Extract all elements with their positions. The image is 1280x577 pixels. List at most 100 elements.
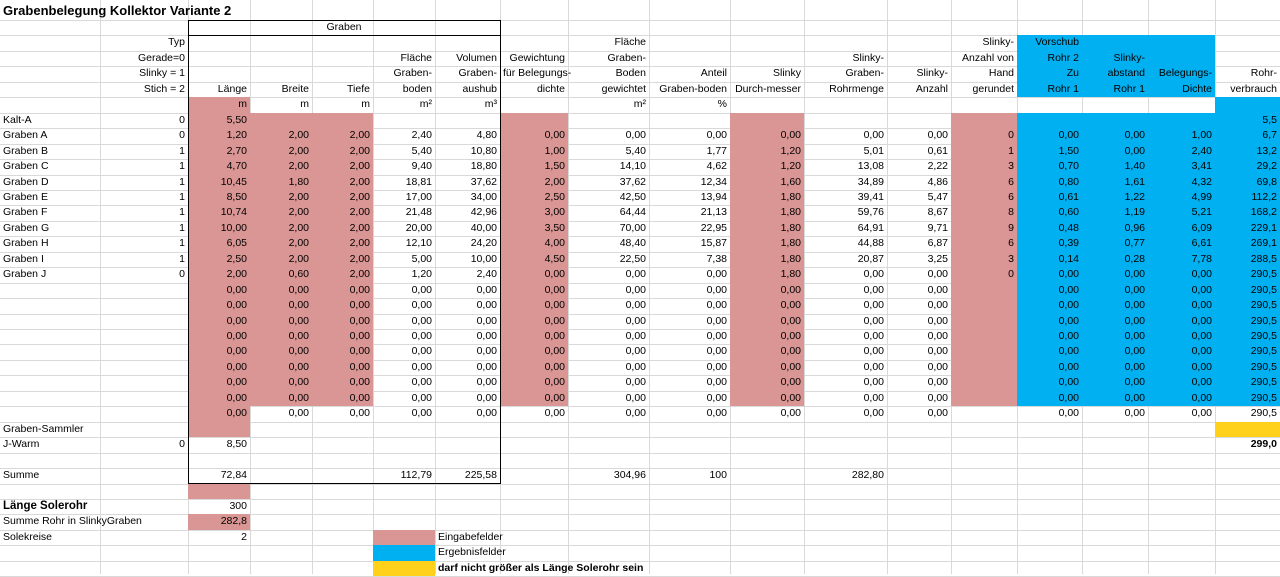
cell-laenge[interactable]: 4,70 <box>226 160 247 173</box>
cell-slinky-hand[interactable]: 3 <box>1008 160 1014 173</box>
cell-laenge[interactable]: 10,00 <box>220 221 247 234</box>
cell-breite[interactable]: 2,00 <box>288 252 309 265</box>
cell-slinky-hand[interactable] <box>951 329 1017 344</box>
cell-typ[interactable]: 1 <box>179 221 185 234</box>
cell-slinky-d[interactable]: 1,80 <box>780 268 801 281</box>
cell-slinky-d[interactable]: 0,00 <box>780 360 801 373</box>
cell-tiefe[interactable]: 0,00 <box>349 299 370 312</box>
row-label[interactable]: Graben H <box>3 237 49 250</box>
row-label[interactable] <box>0 391 100 406</box>
cell-gewichtung[interactable]: 0,00 <box>544 391 565 404</box>
cell-gewichtung[interactable]: 0,00 <box>544 314 565 327</box>
cell-breite[interactable]: 2,00 <box>288 144 309 157</box>
cell-gewichtung[interactable]: 0,00 <box>544 299 565 312</box>
cell-gewichtung[interactable]: 4,50 <box>544 252 565 265</box>
row-label[interactable] <box>0 360 100 375</box>
cell-gewichtung[interactable]: 3,00 <box>544 206 565 219</box>
cell-tiefe[interactable]: 2,00 <box>349 206 370 219</box>
row-label[interactable] <box>0 329 100 344</box>
row-label[interactable] <box>0 406 100 421</box>
cell-breite[interactable]: 0,00 <box>288 314 309 327</box>
row-label[interactable]: Graben D <box>3 175 49 188</box>
cell-kalt-typ[interactable]: 0 <box>179 113 185 126</box>
cell-laenge[interactable]: 0,00 <box>226 391 247 404</box>
cell-breite[interactable]: 0,00 <box>288 360 309 373</box>
cell-slinky-hand[interactable]: 0 <box>1008 268 1014 281</box>
cell-typ[interactable]: 1 <box>179 237 185 250</box>
row-label[interactable]: Graben G <box>3 221 50 234</box>
cell-breite[interactable]: 2,00 <box>288 221 309 234</box>
cell-tiefe[interactable]: 0,00 <box>349 330 370 342</box>
row-label[interactable]: Graben F <box>3 206 48 219</box>
cell-breite[interactable]: 0,60 <box>288 268 309 281</box>
cell-slinky-hand[interactable]: 3 <box>1008 252 1014 265</box>
cell-laenge[interactable]: 0,00 <box>226 345 247 358</box>
cell-typ[interactable]: 1 <box>179 175 185 188</box>
cell-typ[interactable]: 1 <box>179 144 185 157</box>
cell-tiefe[interactable]: 2,00 <box>349 175 370 188</box>
row-label[interactable] <box>0 298 100 313</box>
cell-typ[interactable]: 1 <box>179 206 185 219</box>
cell-tiefe[interactable]: 0,00 <box>349 345 370 358</box>
cell-laenge[interactable]: 0,00 <box>226 376 247 389</box>
cell-slinky-hand[interactable] <box>951 360 1017 375</box>
cell-gewichtung[interactable]: 0,00 <box>544 407 565 420</box>
cell-gewichtung[interactable]: 0,00 <box>544 268 565 281</box>
cell-kalt-laenge[interactable]: 5,50 <box>226 113 247 126</box>
row-label[interactable]: Graben A <box>3 129 48 142</box>
cell-slinky-hand[interactable]: 6 <box>1008 237 1014 250</box>
cell-warm-typ[interactable]: 0 <box>179 438 185 451</box>
cell-typ[interactable] <box>100 375 188 390</box>
cell-typ[interactable] <box>100 283 188 298</box>
cell-breite[interactable]: 0,00 <box>288 376 309 389</box>
cell-laenge[interactable]: 0,00 <box>226 283 247 296</box>
cell-gewichtung[interactable]: 0,00 <box>544 345 565 358</box>
cell-tiefe[interactable]: 0,00 <box>349 283 370 296</box>
cell-slinky-d[interactable]: 1,80 <box>780 206 801 219</box>
cell-tiefe[interactable]: 0,00 <box>349 407 370 420</box>
cell-warm-laenge[interactable]: 8,50 <box>226 438 247 451</box>
cell-laenge[interactable]: 1,20 <box>226 129 247 142</box>
cell-gewichtung[interactable]: 4,00 <box>544 237 565 250</box>
cell-tiefe[interactable]: 2,00 <box>349 129 370 142</box>
cell-slinky-hand[interactable] <box>951 375 1017 390</box>
cell-breite[interactable]: 2,00 <box>288 206 309 219</box>
cell-gewichtung[interactable]: 0,00 <box>544 129 565 142</box>
cell-laenge[interactable]: 0,00 <box>226 407 247 420</box>
cell-slinky-hand[interactable]: 0 <box>1008 129 1014 142</box>
cell-slinky-d[interactable]: 0,00 <box>780 391 801 404</box>
cell-gewichtung[interactable]: 1,50 <box>544 160 565 173</box>
cell-slinky-d[interactable]: 1,80 <box>780 252 801 265</box>
cell-laenge[interactable]: 0,00 <box>226 299 247 312</box>
cell-slinky-d[interactable]: 0,00 <box>780 330 801 342</box>
cell-typ[interactable]: 1 <box>179 190 185 203</box>
cell-slinky-hand[interactable]: 8 <box>1008 206 1014 219</box>
cell-breite[interactable]: 0,00 <box>288 330 309 342</box>
cell-slinky-hand[interactable] <box>951 406 1017 421</box>
cell-slinky-hand[interactable] <box>951 298 1017 313</box>
cell-gewichtung[interactable]: 0,00 <box>544 376 565 389</box>
cell-typ[interactable]: 0 <box>179 268 185 281</box>
cell-laenge[interactable]: 8,50 <box>226 190 247 203</box>
cell-slinky-d[interactable]: 0,00 <box>780 376 801 389</box>
cell-slinky-hand[interactable]: 1 <box>1008 144 1014 157</box>
cell-slinky-hand[interactable]: 6 <box>1008 175 1014 188</box>
cell-tiefe[interactable]: 2,00 <box>349 252 370 265</box>
cell-laenge[interactable]: 2,70 <box>226 144 247 157</box>
cell-gewichtung[interactable]: 2,50 <box>544 190 565 203</box>
cell-breite[interactable]: 2,00 <box>288 129 309 142</box>
cell-tiefe[interactable]: 0,00 <box>349 314 370 327</box>
cell-slinky-d[interactable]: 0,00 <box>780 407 801 420</box>
input-solekreise[interactable]: 2 <box>241 530 247 543</box>
row-label[interactable]: Graben C <box>3 160 49 173</box>
cell-tiefe[interactable]: 2,00 <box>349 221 370 234</box>
cell-tiefe[interactable]: 0,00 <box>349 376 370 389</box>
row-label[interactable]: Graben J <box>3 268 47 281</box>
cell-slinky-hand[interactable] <box>951 314 1017 329</box>
cell-slinky-d[interactable]: 0,00 <box>780 314 801 327</box>
cell-breite[interactable]: 1,80 <box>288 175 309 188</box>
cell-gewichtung[interactable]: 0,00 <box>544 360 565 373</box>
cell-slinky-d[interactable]: 1,60 <box>780 175 801 188</box>
cell-typ[interactable]: 0 <box>179 129 185 142</box>
cell-laenge[interactable]: 2,00 <box>226 268 247 281</box>
